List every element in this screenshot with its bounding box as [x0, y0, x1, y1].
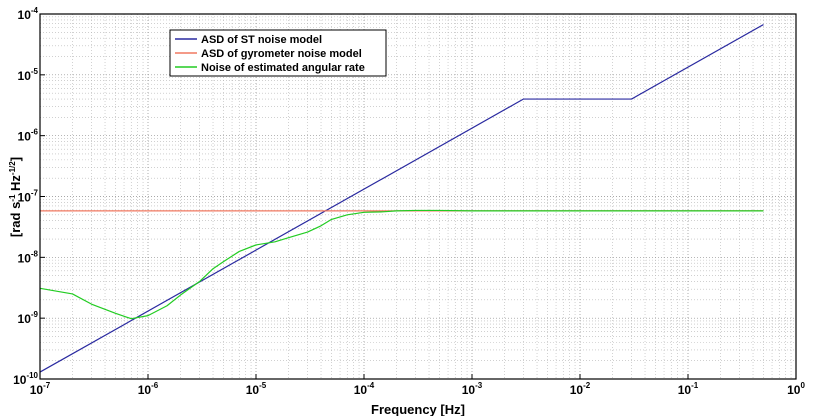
x-tick-label: 10-4: [354, 381, 375, 397]
x-tick-label: 10-1: [678, 381, 699, 397]
y-axis-title: [rad s-1 Hz-1/2]: [8, 157, 23, 237]
x-tick-label: 10-7: [30, 381, 51, 397]
st-noise-series-line: [39, 24, 764, 373]
x-tick-label: 10-3: [462, 381, 483, 397]
series-layer: [39, 24, 764, 373]
x-tick-label: 10-6: [138, 381, 159, 397]
x-axis-ticks: 10-7 10-6 10-5 10-4 10-3 10-2 10-1 100: [30, 374, 805, 397]
y-tick-label: 10-9: [18, 310, 39, 326]
y-axis-ticks: 10-10 10-9 10-8 10-7 10-6 10-5 10-4: [13, 6, 45, 387]
x-tick-label: 100: [787, 381, 805, 397]
y-tick-label: 10-7: [18, 189, 39, 205]
legend-box: [169, 29, 387, 77]
x-axis-title: Frequency [Hz]: [371, 402, 465, 416]
y-tick-label: 10-8: [18, 249, 39, 265]
x-tick-label: 10-2: [570, 381, 591, 397]
legend: ASD of ST noise model ASD of gyrometer n…: [169, 29, 387, 77]
y-tick-label: 10-6: [18, 128, 39, 144]
y-tick-label: 10-5: [18, 67, 39, 83]
y-tick-label: 10-4: [18, 6, 39, 22]
legend-label-noise: Noise of estimated angular rate: [201, 62, 365, 74]
y-tick-label: 10-10: [13, 371, 38, 387]
legend-label-gyro: ASD of gyrometer noise model: [201, 48, 362, 60]
legend-label-st: ASD of ST noise model: [201, 34, 322, 46]
estimated-rate-noise-series-line: [39, 209, 764, 320]
x-tick-label: 10-5: [246, 381, 267, 397]
